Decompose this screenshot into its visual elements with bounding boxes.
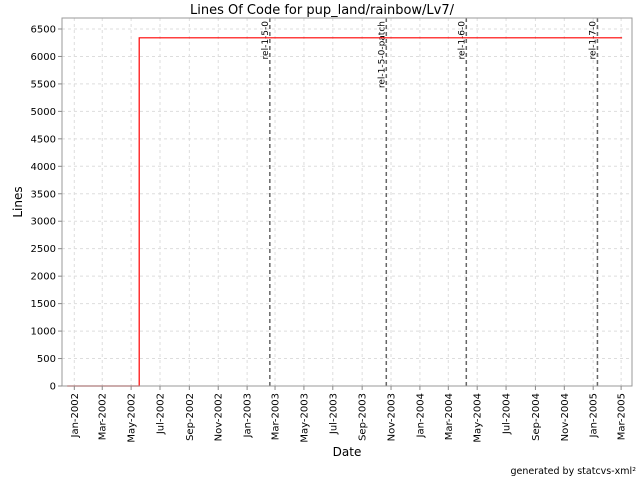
series	[67, 37, 623, 387]
x-axis-label: Date	[333, 445, 362, 459]
x-tick-label: May-2003	[299, 393, 310, 443]
x-tick-label: Sep-2004	[531, 393, 542, 441]
x-tick-label: Mar-2003	[271, 393, 282, 440]
chart-title: Lines Of Code for pup_land/rainbow/Lv7/	[190, 3, 455, 18]
y-tick-label: 5000	[31, 107, 56, 118]
y-tick-label: 4000	[31, 162, 56, 173]
x-tick-label: Sep-2002	[185, 393, 196, 441]
plot-frame	[61, 17, 633, 387]
x-tick-label: Nov-2004	[560, 393, 571, 441]
y-tick-label: 4500	[31, 134, 56, 145]
y-tick-label: 2500	[31, 244, 56, 255]
y-tick-label: 1000	[31, 327, 56, 338]
x-tick-label: Jul-2003	[328, 393, 339, 435]
x-tick-label: Jan-2003	[243, 393, 254, 438]
x-axis: Jan-2002 Mar-2002 May-2002 Jul-2002 Sep-2002…	[70, 386, 628, 443]
y-axis: 0 500 1000 1500 2000 2500 3000 3500 4000 4500 5000…	[31, 24, 62, 393]
markers: rel-1-5-0 rel-1-5-0-patch rel-1-6-0 rel-1-7…	[261, 18, 598, 386]
release-marker-label: rel-1-7-0	[588, 21, 598, 60]
x-tick-label: Mar-2002	[98, 393, 109, 440]
y-tick-label: 6500	[31, 24, 56, 35]
footer-credit: generated by statcvs-xml²	[510, 466, 636, 477]
y-tick-label: 0	[50, 382, 56, 393]
loc-series-line	[67, 37, 623, 387]
y-tick-label: 2000	[31, 272, 56, 283]
y-tick-label: 3500	[31, 189, 56, 200]
y-tick-label: 1500	[31, 299, 56, 310]
y-tick-label: 5500	[31, 79, 56, 90]
release-marker-label: rel-1-5-0-patch	[377, 21, 387, 88]
x-tick-label: May-2002	[127, 393, 138, 443]
x-tick-label: Jul-2002	[155, 393, 166, 435]
release-marker-label: rel-1-5-0	[261, 21, 271, 60]
x-tick-label: Jan-2004	[415, 393, 426, 438]
y-axis-label: Lines	[11, 186, 25, 217]
y-tick-label: 3000	[31, 217, 56, 228]
x-tick-label: Jan-2005	[589, 393, 600, 438]
y-tick-label: 6000	[31, 52, 56, 63]
x-tick-label: Sep-2003	[358, 393, 369, 441]
x-tick-label: Mar-2005	[617, 393, 628, 440]
y-tick-label: 500	[37, 354, 56, 365]
release-marker-label: rel-1-6-0	[457, 21, 467, 60]
x-tick-label: May-2004	[473, 393, 484, 443]
x-tick-label: Nov-2002	[214, 393, 225, 441]
grid	[62, 18, 632, 386]
x-tick-label: Nov-2003	[387, 393, 398, 441]
x-tick-label: Jan-2002	[70, 393, 81, 438]
x-tick-label: Jul-2004	[502, 393, 513, 435]
x-tick-label: Mar-2004	[444, 393, 455, 440]
